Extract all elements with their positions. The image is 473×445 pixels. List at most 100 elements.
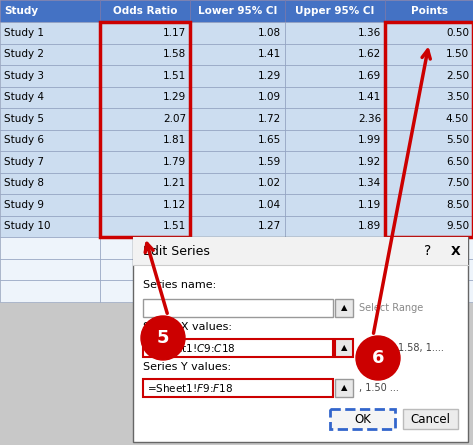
Bar: [100, 173, 190, 194]
Text: =Sheet1!$F$9:$F$18: =Sheet1!$F$9:$F$18: [147, 382, 233, 394]
Text: , 1.50 ...: , 1.50 ...: [359, 383, 399, 393]
Bar: [100, 194, 190, 215]
Bar: [100, 22, 190, 237]
Bar: [133, 237, 468, 265]
Bar: [335, 339, 353, 357]
Bar: [190, 259, 285, 280]
Text: 4.50: 4.50: [446, 114, 469, 124]
Bar: [0, 215, 100, 237]
Bar: [143, 339, 333, 357]
Bar: [285, 151, 385, 173]
Bar: [285, 237, 385, 259]
Bar: [0, 151, 100, 173]
Text: Study 8: Study 8: [4, 178, 44, 188]
Bar: [190, 65, 285, 86]
Text: 1.65: 1.65: [258, 135, 281, 145]
Text: Study 1: Study 1: [4, 28, 44, 38]
Bar: [190, 129, 285, 151]
Bar: [385, 86, 473, 108]
Text: OK: OK: [354, 413, 371, 425]
Bar: [0, 259, 100, 280]
Text: 1.34: 1.34: [358, 178, 381, 188]
Text: ▲: ▲: [341, 344, 347, 352]
Bar: [100, 237, 190, 259]
Bar: [100, 108, 190, 129]
Bar: [385, 237, 473, 259]
Bar: [385, 0, 473, 22]
Bar: [143, 299, 333, 317]
Bar: [385, 215, 473, 237]
Bar: [0, 22, 100, 44]
Bar: [0, 86, 100, 108]
Text: = 1.17, 1.58, 1....: = 1.17, 1.58, 1....: [359, 343, 444, 353]
Text: Study 7: Study 7: [4, 157, 44, 167]
Bar: [0, 129, 100, 151]
Bar: [100, 86, 190, 108]
Text: Points: Points: [411, 6, 447, 16]
Bar: [190, 0, 285, 22]
Bar: [190, 86, 285, 108]
Text: 1.79: 1.79: [163, 157, 186, 167]
Text: 1.41: 1.41: [258, 49, 281, 59]
Circle shape: [141, 316, 185, 360]
Text: Study 10: Study 10: [4, 221, 51, 231]
Bar: [190, 280, 285, 302]
Bar: [0, 194, 100, 215]
Text: 1.36: 1.36: [358, 28, 381, 38]
Text: ▲: ▲: [341, 384, 347, 392]
Bar: [0, 65, 100, 86]
Bar: [285, 108, 385, 129]
Text: Study: Study: [4, 6, 38, 16]
Text: 1.21: 1.21: [163, 178, 186, 188]
Text: Cancel: Cancel: [411, 413, 450, 425]
Text: Upper 95% CI: Upper 95% CI: [295, 6, 375, 16]
Text: ▲: ▲: [341, 303, 347, 312]
Bar: [0, 173, 100, 194]
Bar: [285, 215, 385, 237]
Bar: [285, 259, 385, 280]
Text: Lower 95% CI: Lower 95% CI: [198, 6, 277, 16]
Bar: [285, 0, 385, 22]
Bar: [100, 259, 190, 280]
Text: 1.99: 1.99: [358, 135, 381, 145]
Text: Odds Ratio: Odds Ratio: [113, 6, 177, 16]
Text: 1.19: 1.19: [358, 200, 381, 210]
Bar: [190, 44, 285, 65]
Text: 1.27: 1.27: [258, 221, 281, 231]
Text: 6.50: 6.50: [446, 157, 469, 167]
Text: Study 4: Study 4: [4, 92, 44, 102]
Bar: [133, 237, 468, 442]
Text: =Sheet1!$C$9:$C$18: =Sheet1!$C$9:$C$18: [147, 342, 236, 354]
Bar: [385, 151, 473, 173]
Text: 2.36: 2.36: [358, 114, 381, 124]
Bar: [100, 65, 190, 86]
Bar: [285, 86, 385, 108]
Bar: [100, 22, 190, 44]
Text: 2.50: 2.50: [446, 71, 469, 81]
Text: 9.50: 9.50: [446, 221, 469, 231]
Text: 1.09: 1.09: [258, 92, 281, 102]
Bar: [285, 173, 385, 194]
Bar: [385, 194, 473, 215]
Bar: [100, 151, 190, 173]
Text: 1.58: 1.58: [163, 49, 186, 59]
Bar: [0, 0, 100, 22]
Text: Series X values:: Series X values:: [143, 322, 232, 332]
Text: 1.69: 1.69: [358, 71, 381, 81]
Text: 6: 6: [372, 349, 384, 367]
Bar: [403, 409, 458, 429]
Bar: [330, 409, 395, 429]
Text: 1.02: 1.02: [258, 178, 281, 188]
Bar: [385, 108, 473, 129]
Bar: [285, 194, 385, 215]
Text: 8.50: 8.50: [446, 200, 469, 210]
Text: 0.50: 0.50: [446, 28, 469, 38]
Bar: [335, 379, 353, 397]
Bar: [190, 151, 285, 173]
Bar: [285, 65, 385, 86]
Text: Series name:: Series name:: [143, 280, 216, 290]
Text: 1.89: 1.89: [358, 221, 381, 231]
Text: 5: 5: [157, 329, 169, 347]
Text: 7.50: 7.50: [446, 178, 469, 188]
Bar: [385, 65, 473, 86]
